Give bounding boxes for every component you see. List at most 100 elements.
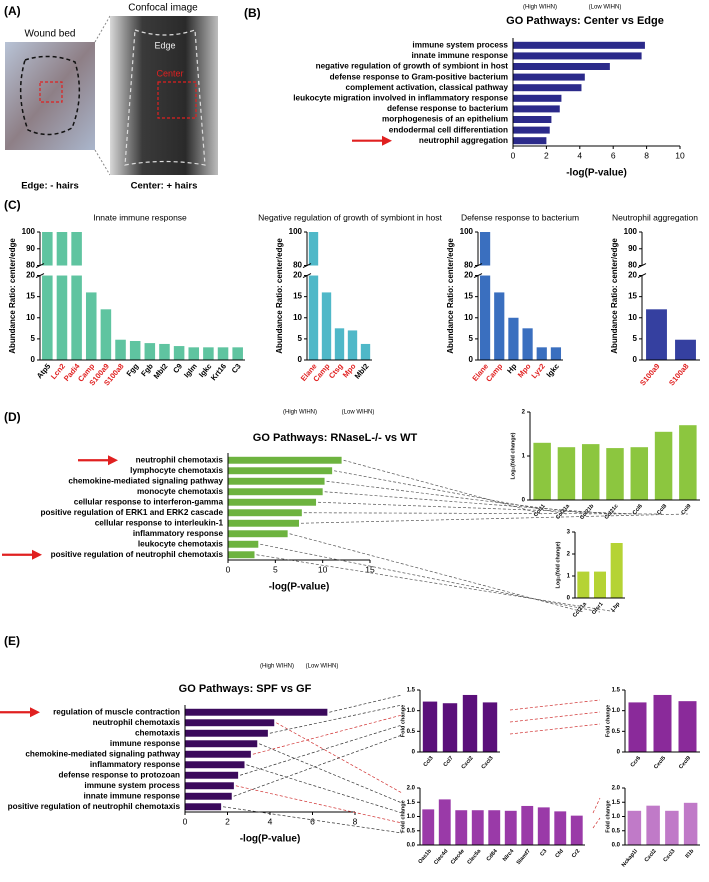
x-tick-label: Ccl21a xyxy=(572,601,589,619)
x-tick-label: Iglm xyxy=(182,362,199,380)
y-tick-label: 80 xyxy=(628,261,637,270)
bar xyxy=(56,232,68,360)
arrow-head xyxy=(382,135,392,146)
x-tick-label: 8 xyxy=(644,150,649,160)
category-label: neutrophil chemotaxis xyxy=(93,718,181,727)
y-tick-label: 1.5 xyxy=(407,688,416,694)
bar xyxy=(630,447,649,500)
center-box xyxy=(39,81,63,103)
y-tick-label: 80 xyxy=(293,261,302,270)
y-tick-label: 1.5 xyxy=(612,688,621,694)
y-tick-label: 1.0 xyxy=(407,814,416,820)
bar xyxy=(185,750,251,758)
x-tick-label: C3 xyxy=(539,848,548,857)
category-label: innate immune response xyxy=(84,791,181,800)
bar xyxy=(228,498,317,506)
x-tick-label: 6 xyxy=(611,150,616,160)
x-tick-label: Ccl3 xyxy=(423,755,435,768)
y-tick-label: 0.0 xyxy=(407,843,416,849)
y-tick-label: 100 xyxy=(289,227,303,236)
category-label: immune response xyxy=(110,739,181,748)
connector-line xyxy=(509,699,601,711)
category-label: cellular response to interleukin-1 xyxy=(95,518,224,527)
x-tick-label: 0 xyxy=(511,150,516,160)
bar xyxy=(185,761,245,769)
bar xyxy=(513,137,547,145)
bar xyxy=(513,84,582,92)
bar xyxy=(610,543,623,598)
chart-title: Innate immune response xyxy=(93,212,187,222)
bar xyxy=(537,807,550,845)
bar xyxy=(228,456,342,464)
bar xyxy=(71,232,82,360)
y-tick-label: 0 xyxy=(567,596,571,602)
panel-label: (C) xyxy=(4,198,21,212)
y-tick-label: 0 xyxy=(522,498,526,504)
bar xyxy=(442,703,458,752)
caption: Center: + hairs xyxy=(131,181,198,192)
region-label: Center xyxy=(156,68,183,78)
panel-label: (A) xyxy=(4,4,21,18)
category-label: morphogenesis of an epithelium xyxy=(382,115,508,124)
zoom-line xyxy=(94,149,111,176)
y-tick-label: 2.0 xyxy=(407,786,416,792)
bar xyxy=(185,782,234,790)
y-tick-label: 100 xyxy=(460,227,474,236)
bar xyxy=(594,571,606,598)
x-tick-label: 0 xyxy=(183,816,188,826)
annotation: (High WIHN) xyxy=(260,664,294,670)
connector-line xyxy=(246,764,403,814)
bar xyxy=(471,810,484,845)
bar xyxy=(228,551,255,559)
x-tick-label: 15 xyxy=(365,564,375,574)
y-tick-label: 0 xyxy=(298,355,303,364)
panel-label: (E) xyxy=(4,634,20,648)
x-tick-label: Mpo xyxy=(516,361,533,379)
category-label: chemotaxis xyxy=(135,728,180,737)
y-tick-label: 5 xyxy=(469,334,474,343)
bar xyxy=(653,694,672,752)
category-label: negative regulation of growth of symbion… xyxy=(316,62,509,71)
category-label: leukocyte migration involved in inflamma… xyxy=(293,93,508,102)
x-tick-label: Oas1b xyxy=(417,848,433,865)
axis-break xyxy=(39,265,246,276)
y-tick-label: 0 xyxy=(469,355,474,364)
bar xyxy=(232,347,243,360)
y-axis-label: Abundance Ratio: center/edge xyxy=(610,238,619,354)
y-tick-label: 15 xyxy=(293,292,302,301)
connector-line xyxy=(256,554,617,613)
bar xyxy=(554,811,567,845)
bar xyxy=(581,444,600,500)
connector-line xyxy=(252,714,403,755)
x-tick-label: Cxcl2 xyxy=(461,755,475,770)
y-tick-label: 2 xyxy=(522,410,526,416)
category-label: defense response to bacterium xyxy=(387,104,508,113)
bar xyxy=(557,447,576,500)
bar xyxy=(606,448,624,500)
y-tick-label: 1.0 xyxy=(612,814,621,820)
chart-title: GO Pathways: SPF vs GF xyxy=(179,683,312,695)
x-tick-label: Ccl21b xyxy=(579,503,596,521)
y-axis-label: Abundance Ratio: center/edge xyxy=(446,238,455,354)
x-tick-label: 10 xyxy=(675,150,685,160)
bar xyxy=(577,571,590,598)
y-tick-label: 20 xyxy=(293,271,302,280)
x-tick-label: Krt16 xyxy=(209,362,228,382)
x-tick-label: Mbl2 xyxy=(152,362,170,381)
bar xyxy=(513,73,585,81)
x-tick-label: 0 xyxy=(226,564,231,574)
bar xyxy=(521,805,534,845)
y-tick-label: 1.5 xyxy=(612,800,621,806)
bar xyxy=(217,347,229,360)
y-axis-label: Log₂(fold change) xyxy=(555,541,561,588)
y-tick-label: 10 xyxy=(464,313,473,322)
bar xyxy=(228,540,259,548)
category-label: innate immune response xyxy=(412,51,509,60)
bar xyxy=(185,740,258,748)
category-label: chemokine-mediated signaling pathway xyxy=(68,476,223,485)
y-tick-label: 0 xyxy=(617,750,621,756)
bar xyxy=(308,232,319,360)
bar xyxy=(628,702,647,752)
y-tick-label: 0.5 xyxy=(407,828,416,834)
